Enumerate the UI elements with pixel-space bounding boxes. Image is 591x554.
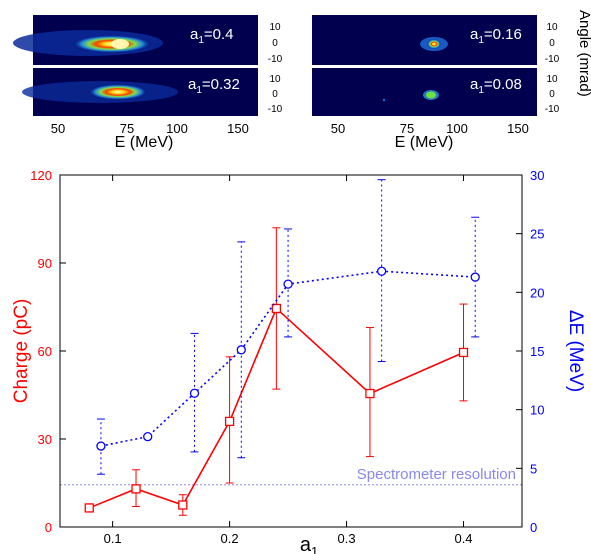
- energy-tick: 100: [166, 121, 188, 136]
- series-charge: [84, 227, 469, 516]
- charge-energy-spread-chart: Spectrometer resolution 0.1 0.2 0.3 0.4 0 30 6…: [11, 168, 586, 554]
- y-left-tick-label: 30: [38, 432, 52, 447]
- spectrum-panel-a1-0.4: a1=0.4: [13, 15, 258, 65]
- y-right-tick-label: 5: [530, 461, 537, 476]
- y-axis-left-label: Charge (pC): [11, 299, 32, 404]
- angle-tick: 10: [546, 74, 558, 85]
- panel-background: [312, 68, 537, 116]
- angle-tick: 10: [269, 74, 281, 85]
- angle-ticks-bottom-right: 10 0 -10: [545, 74, 560, 115]
- series-line: [100, 270, 476, 447]
- energy-tick: 50: [331, 121, 345, 136]
- angle-ticks-top-right: 10 0 -10: [545, 22, 560, 65]
- spectrometer-resolution-label: Spectrometer resolution: [357, 466, 516, 483]
- angle-tick: 10: [546, 22, 558, 33]
- angle-tick: 10: [269, 22, 281, 33]
- energy-ticks-left: 50 75 100 150: [51, 121, 249, 136]
- data-point-square: [365, 388, 375, 399]
- panel-label: a1=0.32: [188, 76, 240, 96]
- data-point-circle: [96, 441, 106, 451]
- beam-core: [426, 91, 436, 99]
- panel-label: a1=0.4: [190, 26, 234, 46]
- y-right-tick-label: 10: [530, 403, 544, 418]
- data-point-circle: [236, 345, 246, 355]
- angle-axis-label: Angle (mrad): [576, 10, 591, 97]
- y-right-tick-label: 30: [530, 168, 544, 183]
- energy-tick: 75: [120, 121, 134, 136]
- panel-label: a1=0.16: [470, 26, 522, 46]
- y-left-tick-label: 120: [30, 168, 52, 183]
- energy-tick: 100: [446, 121, 468, 136]
- y-left-tick-label: 90: [38, 256, 52, 271]
- data-point-square: [271, 303, 282, 314]
- angle-tick: -10: [268, 54, 283, 65]
- angle-ticks-top-left: 10 0 -10: [268, 22, 283, 65]
- energy-tick: 150: [227, 121, 249, 136]
- panel-label: a1=0.08: [470, 76, 522, 96]
- data-point-square: [458, 347, 469, 358]
- spectrum-panel-a1-0.08: a1=0.08: [312, 68, 537, 116]
- energy-tick: 150: [507, 121, 529, 136]
- reference-layer: Spectrometer resolution: [60, 466, 522, 486]
- y-right-tick-label: 25: [530, 227, 544, 242]
- energy-tick: 75: [400, 121, 414, 136]
- x-tick-label: 0.3: [338, 531, 356, 546]
- beam-peak: [111, 39, 129, 49]
- angle-tick: 0: [272, 89, 278, 100]
- data-point-circle: [143, 432, 153, 442]
- y-right-tick-label: 0: [530, 520, 537, 535]
- y-left-tick-label: 0: [45, 520, 52, 535]
- y-right-tick-label: 20: [530, 285, 544, 300]
- data-point-square: [131, 484, 141, 494]
- angle-tick: -10: [268, 104, 283, 115]
- axes-layer: 0.1 0.2 0.3 0.4 0 30 60 90 120 0 5 10 15 20 25 30: [30, 168, 544, 546]
- data-point-circle: [283, 279, 293, 289]
- data-point-circle: [189, 388, 200, 398]
- x-axis-label: a1: [300, 534, 318, 554]
- angle-tick: 0: [549, 89, 555, 100]
- energy-axis-label: E (MeV): [395, 134, 454, 151]
- data-point-square: [224, 416, 235, 427]
- energy-axis-label: E (MeV): [115, 134, 174, 151]
- y-right-tick-label: 15: [530, 344, 544, 359]
- spectrum-panel-a1-0.32: a1=0.32: [22, 68, 258, 116]
- beam-speck: [382, 98, 386, 102]
- spectrum-panel-a1-0.16: a1=0.16: [312, 15, 537, 65]
- spectra-panels: a1=0.4 a1=0.16 a1=0.32 a1=0.08 10 0: [13, 10, 591, 151]
- x-tick-label: 0.1: [104, 531, 122, 546]
- series-layer: [84, 179, 480, 516]
- angle-tick: 0: [549, 38, 555, 49]
- x-tick-label: 0.2: [221, 531, 239, 546]
- data-point-square: [178, 500, 188, 510]
- angle-tick: -10: [545, 104, 560, 115]
- data-point-circle: [470, 272, 480, 282]
- y-left-tick-label: 60: [38, 344, 52, 359]
- beam-core: [88, 84, 148, 100]
- beam-core: [427, 39, 441, 49]
- angle-tick: -10: [545, 54, 560, 65]
- data-point-square: [84, 503, 94, 513]
- energy-tick: 50: [51, 121, 65, 136]
- energy-ticks-right: 50 75 100 150: [331, 121, 529, 136]
- angle-tick: 0: [272, 38, 278, 49]
- series-energy-spread: [96, 179, 480, 475]
- data-point-circle: [376, 266, 387, 276]
- angle-ticks-bottom-left: 10 0 -10: [268, 74, 283, 115]
- x-tick-label: 0.4: [454, 531, 472, 546]
- y-axis-right-label: ΔE (MeV): [565, 310, 586, 392]
